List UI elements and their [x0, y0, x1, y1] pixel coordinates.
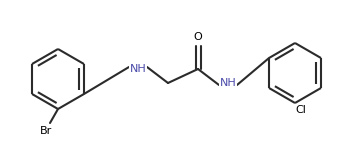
- Text: Br: Br: [40, 126, 52, 136]
- Text: O: O: [194, 32, 202, 42]
- Text: Cl: Cl: [296, 105, 306, 115]
- Text: NH: NH: [130, 64, 147, 74]
- Text: NH: NH: [220, 78, 237, 88]
